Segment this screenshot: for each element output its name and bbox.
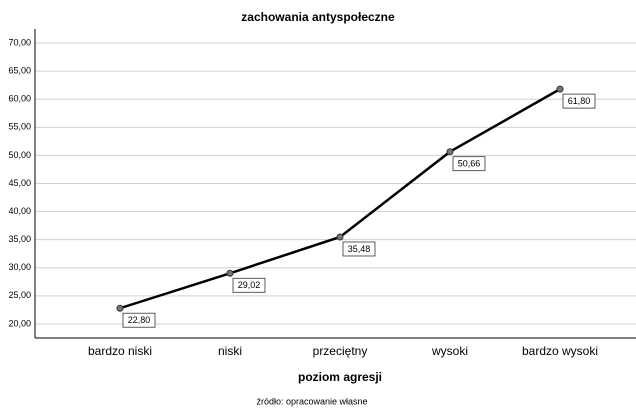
data-label: 22,80 [128,315,151,325]
x-tick-label: bardzo wysoki [522,344,598,358]
data-label: 50,66 [458,159,481,169]
point [446,148,454,156]
point [226,269,234,277]
source-note: źródło: opracowanie własne [256,396,367,406]
y-tick-label: 55,00 [8,122,31,132]
data-label-box [342,241,376,257]
x-tick-label: niski [218,344,242,358]
point [336,233,344,241]
data-label-box [122,312,156,328]
x-tick-label: bardzo niski [88,344,152,358]
data-label: 29,02 [238,280,261,290]
y-tick-label: 60,00 [8,94,31,104]
data-label: 35,48 [348,244,371,254]
y-tick-label: 65,00 [8,66,31,76]
y-tick-label: 35,00 [8,234,31,244]
x-tick-label: wysoki [431,344,468,358]
x-tick-label: przeciętny [313,344,368,358]
data-label-box [232,277,266,293]
point [116,304,124,312]
chart-title: zachowania antyspołeczne [241,10,395,24]
data-label: 61,80 [568,96,591,106]
y-tick-label: 40,00 [8,206,31,216]
data-label-box [562,93,596,109]
y-tick-label: 50,00 [8,150,31,160]
x-axis-title: poziom agresji [298,370,382,384]
y-tick-label: 25,00 [8,290,31,300]
y-tick-label: 20,00 [8,318,31,328]
point [556,85,564,93]
y-tick-label: 70,00 [8,37,31,47]
y-tick-label: 45,00 [8,178,31,188]
y-tick-label: 30,00 [8,262,31,272]
data-label-box [452,156,486,172]
